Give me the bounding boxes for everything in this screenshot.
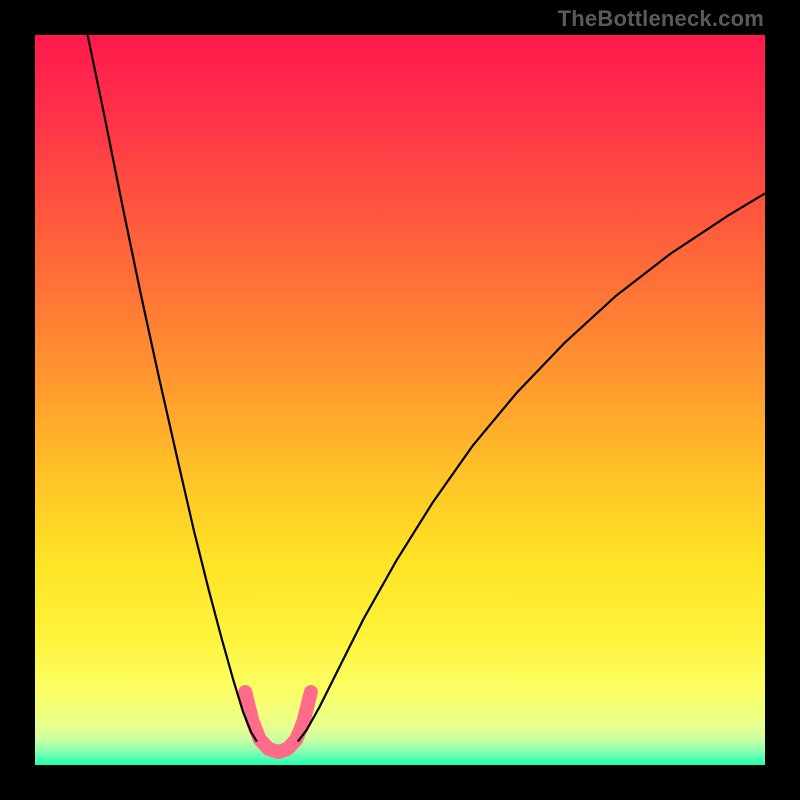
watermark-text: TheBottleneck.com <box>558 6 764 32</box>
right-curve <box>298 193 765 741</box>
notch-highlight <box>245 692 311 752</box>
left-curve <box>88 35 257 742</box>
bottleneck-curves <box>35 35 765 765</box>
plot-area <box>35 35 765 765</box>
chart-frame: TheBottleneck.com <box>0 0 800 800</box>
